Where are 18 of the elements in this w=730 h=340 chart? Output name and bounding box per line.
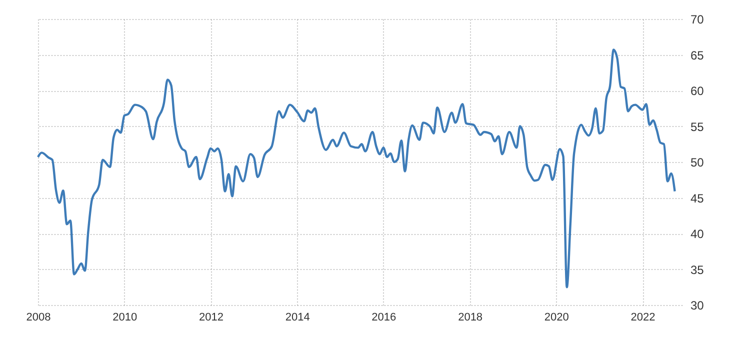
x-tick-label: 2010 — [112, 312, 138, 324]
x-tick-label: 2014 — [285, 312, 310, 324]
x-tick-label: 2022 — [630, 312, 656, 324]
y-tick-label: 35 — [690, 262, 704, 277]
y-tick-label: 65 — [690, 48, 704, 62]
y-tick-label: 55 — [690, 120, 704, 134]
y-tick-label: 60 — [690, 84, 704, 98]
y-tick-label: 70 — [690, 12, 704, 26]
y-tick-label: 40 — [690, 227, 704, 241]
x-tick-label: 2012 — [198, 312, 224, 324]
x-tick-label: 2008 — [26, 312, 51, 324]
y-tick-label: 45 — [690, 191, 704, 206]
x-tick-label: 2018 — [458, 312, 483, 324]
line-series — [36, 48, 676, 288]
y-tick-label: 50 — [690, 156, 704, 170]
y-tick-label: 30 — [690, 298, 704, 312]
x-tick-label: 2016 — [372, 312, 396, 324]
x-tick-label: 2020 — [544, 312, 569, 324]
